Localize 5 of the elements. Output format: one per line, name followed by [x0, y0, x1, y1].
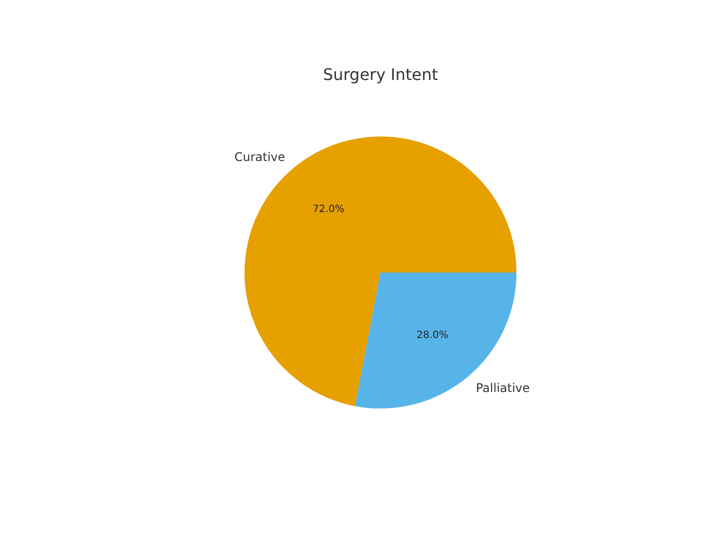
data-label: 28.0% — [416, 330, 448, 341]
slice-label: Curative — [234, 150, 286, 164]
chart-title: Surgery Intent — [322, 65, 438, 84]
data-label: 72.0% — [312, 204, 344, 216]
slice-label: Palliative — [476, 380, 530, 395]
